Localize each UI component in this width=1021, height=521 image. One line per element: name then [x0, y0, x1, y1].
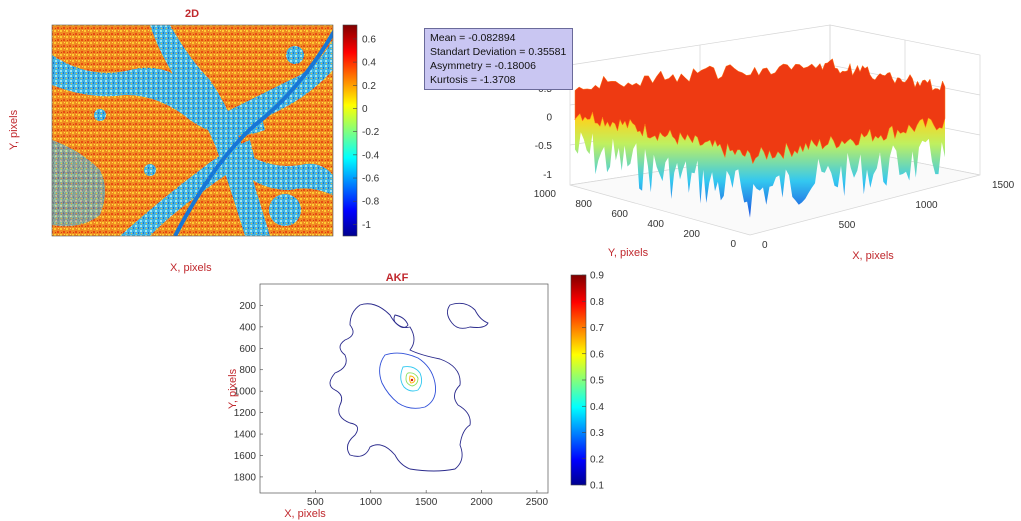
heatmap-colorbar-tick: 0.6 — [362, 34, 376, 45]
akf-x-tick: 2000 — [470, 497, 493, 508]
surface-z-tick: -0.5 — [535, 141, 553, 152]
akf-contours — [329, 302, 489, 472]
surface-y-tick: 200 — [683, 229, 700, 240]
surface-z-tick: -1 — [543, 170, 552, 181]
heatmap-ylabel: Y, pixels — [8, 109, 20, 150]
heatmap-panel: 2D 0.6 0.4 0.2 0 -0.2 -0.4 -0.6 -0.8 -1 Y, pixel… — [8, 8, 380, 237]
surface-y-tick: 600 — [611, 209, 628, 220]
akf-y-tick: 1400 — [234, 430, 257, 441]
surface-xlabel: X, pixels — [852, 250, 894, 262]
akf-x-tick: 1500 — [415, 497, 438, 508]
akf-colorbar-tick: 0.9 — [590, 271, 604, 282]
akf-y-tick: 1200 — [234, 408, 257, 419]
contour-level-2 — [379, 352, 436, 409]
contour-peak — [410, 378, 414, 382]
contour-level-5 — [409, 375, 416, 384]
akf-x-tick: 2500 — [526, 497, 549, 508]
contour-level-1c — [393, 314, 409, 328]
akf-colorbar-tick: 0.3 — [590, 428, 604, 439]
akf-colorbar-tick: 0.7 — [590, 323, 604, 334]
stat-kurtosis: Kurtosis = -1.3708 — [430, 74, 516, 86]
akf-y-tick: 1000 — [234, 387, 257, 398]
heatmap-xlabel: X, pixels — [170, 262, 212, 274]
akf-colorbar-tick: 0.8 — [590, 297, 604, 308]
akf-y-tick: 1800 — [234, 472, 257, 483]
contour-level-1b — [447, 302, 489, 329]
heatmap-image — [52, 25, 333, 236]
surface-y-tick: 800 — [575, 199, 592, 210]
surface-ylabel: Y, pixels — [608, 247, 649, 259]
heatmap-colorbar-tick: -0.8 — [362, 197, 380, 208]
akf-y-tick: 400 — [239, 322, 256, 333]
surface-x-tick: 1500 — [992, 180, 1015, 191]
akf-x-tick: 1000 — [360, 497, 383, 508]
akf-colorbar-tick: 0.4 — [590, 402, 604, 413]
akf-colorbar-tick: 0.2 — [590, 454, 604, 465]
heatmap-colorbar-tick: 0.4 — [362, 58, 376, 69]
heatmap-colorbar — [342, 24, 358, 237]
surface-mesh — [574, 58, 946, 218]
stat-std: Standart Deviation = 0.35581 — [430, 46, 567, 58]
akf-title: AKF — [386, 272, 409, 284]
heatmap-colorbar-tick: -0.4 — [362, 150, 380, 161]
surface-y-tick: 400 — [647, 219, 664, 230]
surface-x-tick: 500 — [839, 220, 856, 231]
akf-ylabel: Y, pixels — [227, 368, 239, 409]
surface-y-tick: 1000 — [534, 189, 557, 200]
contour-level-4 — [405, 372, 419, 387]
statistics-box: Mean = -0.082894 Standart Deviation = 0.… — [424, 28, 573, 90]
contour-level-3 — [400, 366, 423, 392]
surface-y-tick: 0 — [730, 239, 736, 250]
akf-plot-area — [259, 283, 549, 494]
heatmap-colorbar-tick: -1 — [362, 220, 371, 231]
akf-y-tick: 1600 — [234, 451, 257, 462]
akf-x-tick: 500 — [307, 497, 324, 508]
heatmap-colorbar-tick: -0.2 — [362, 127, 380, 138]
akf-y-tick: 200 — [239, 301, 256, 312]
heatmap-colorbar-tick: -0.6 — [362, 174, 380, 185]
heatmap-colorbar-tick: 0.2 — [362, 81, 376, 92]
surface-z-tick: 0 — [546, 113, 552, 124]
akf-y-tick: 600 — [239, 344, 256, 355]
stat-asymmetry: Asymmetry = -0.18006 — [430, 60, 536, 72]
akf-colorbar-tick: 0.5 — [590, 376, 604, 387]
akf-panel: AKF 500 1000 1500 2000 2500 200 400 600 800 1000… — [227, 271, 604, 521]
heatmap-colorbar-tick: 0 — [362, 104, 368, 115]
akf-xlabel: X, pixels — [284, 508, 326, 520]
heatmap-title: 2D — [185, 8, 199, 20]
contour-level-1 — [329, 303, 471, 472]
surface-x-tick: 1000 — [915, 200, 938, 211]
surface-x-tick: 0 — [762, 240, 768, 251]
akf-y-tick: 800 — [239, 365, 256, 376]
stat-mean: Mean = -0.082894 — [430, 32, 516, 44]
akf-colorbar-tick: 0.1 — [590, 481, 604, 492]
akf-colorbar-tick: 0.6 — [590, 349, 604, 360]
